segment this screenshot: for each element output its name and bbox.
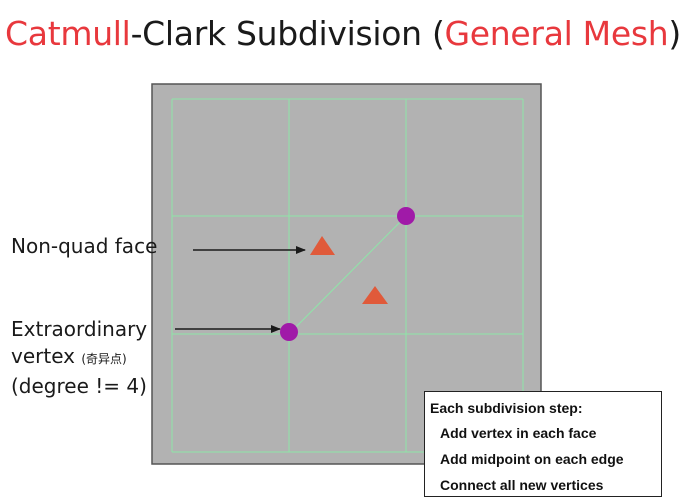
face-point-triangle-2 [362,286,388,304]
page-title: Catmull-Clark Subdivision (General Mesh) [0,14,686,53]
nonquad-face-label: Non-quad face [11,233,157,260]
step-item-connect: Connect all new vertices [440,477,604,493]
extraordinary-line1: Extraordinary [11,317,148,341]
extraordinary-line3: (degree != 4) [11,374,147,398]
title-general-mesh: General Mesh [444,14,669,53]
steps-heading: Each subdivision step: [430,400,583,416]
extraordinary-line2: vertex (奇异点) [11,343,147,373]
nonquad-face-text: Non-quad face [11,234,158,258]
extraordinary-cjk: (奇异点) [81,352,127,366]
extraordinary-vertex-bottom [280,323,298,341]
title-close-paren: ) [668,14,681,53]
step-item-edge: Add midpoint on each edge [440,451,624,467]
extraordinary-vertex-word: vertex [11,344,75,368]
extraordinary-vertex-label: Extraordinary vertex (奇异点) (degree != 4) [11,316,147,400]
grid-line-diagonal [288,215,407,335]
step-item-face: Add vertex in each face [440,425,597,441]
extraordinary-vertex-top [397,207,415,225]
title-middle: -Clark Subdivision ( [130,14,445,53]
face-point-triangle-1 [310,236,335,255]
subdivision-steps-box: Each subdivision step: Add vertex in eac… [424,391,662,497]
title-catmull: Catmull [5,14,131,53]
